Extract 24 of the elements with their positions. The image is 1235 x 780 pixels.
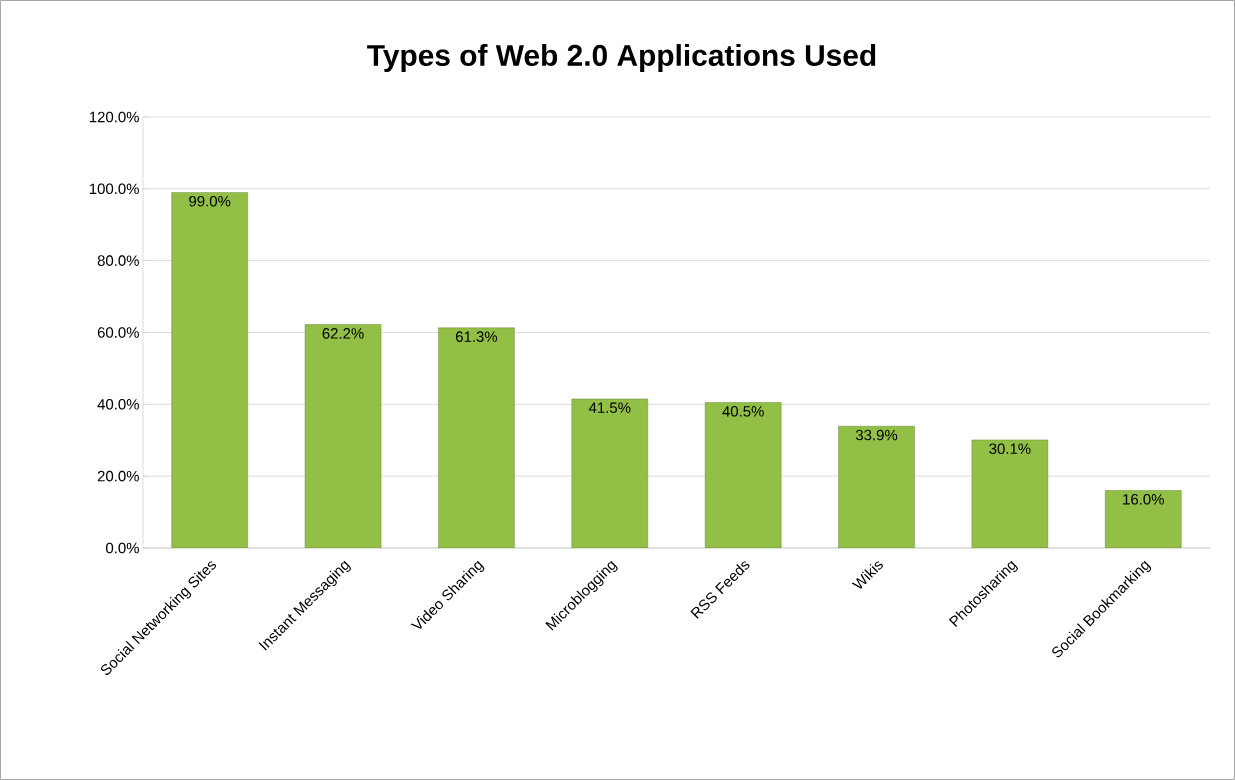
y-tick-label: 120.0% [89, 111, 139, 123]
y-tick-label: 80.0% [97, 255, 139, 266]
data-label: 62.2% [322, 328, 364, 339]
data-label: 40.5% [722, 406, 764, 417]
bar [304, 324, 382, 548]
y-tick-label: 20.0% [97, 470, 139, 482]
data-label: 16.0% [1123, 494, 1164, 505]
bar [971, 439, 1049, 548]
bar [838, 426, 915, 548]
y-tick-label: 40.0% [97, 399, 139, 410]
bar [438, 327, 515, 548]
chart-title: Types of Web 2.0 Applications Used [367, 44, 876, 72]
data-label: 61.3% [456, 331, 498, 342]
y-tick-label: 0.0% [106, 542, 139, 554]
y-tick-label: 60.0% [97, 327, 139, 338]
bar [171, 192, 248, 548]
bar [571, 398, 648, 548]
y-tick-label: 100.0% [89, 183, 139, 195]
bar [704, 402, 782, 548]
data-label: 41.5% [588, 402, 631, 413]
data-label: 33.9% [855, 429, 898, 441]
bar [1105, 490, 1182, 548]
data-label: 99.0% [189, 195, 231, 207]
data-label: 30.1% [989, 443, 1031, 454]
